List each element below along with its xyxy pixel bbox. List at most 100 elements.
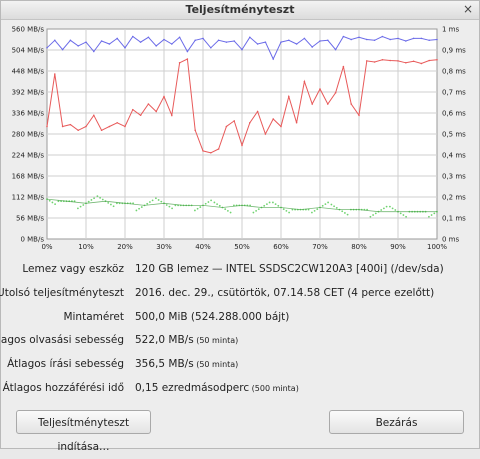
info-label: Utolsó teljesítményteszt — [0, 286, 124, 299]
access-time-point — [391, 207, 394, 210]
write-speed-point — [428, 59, 431, 62]
access-time-point — [266, 203, 268, 206]
write-speed-point — [319, 88, 321, 90]
access-time-point — [155, 197, 157, 200]
info-row: Átlagos hozzáférési idő 0,15 ezredmásodpe… — [1, 382, 479, 400]
y-right-tick-label: 0,9 ms — [442, 47, 466, 55]
write-speed-point — [61, 125, 64, 128]
access-time-point — [257, 208, 260, 211]
access-time-point — [216, 203, 219, 206]
access-time-point — [151, 199, 154, 202]
x-tick-label: 0% — [41, 243, 52, 251]
read-speed-point — [100, 40, 103, 42]
access-time-point — [333, 205, 335, 208]
write-speed-point — [295, 121, 298, 124]
y-right-tick-label: 0 ms — [442, 236, 459, 244]
access-time-point — [272, 201, 274, 204]
read-speed-point — [397, 37, 399, 40]
info-value: 120 GB lemez — INTEL SSDSC2CW120A3 [400i… — [135, 263, 444, 275]
access-time-point — [96, 195, 99, 198]
write-speed-point — [366, 60, 368, 62]
read-speed-point — [327, 39, 329, 42]
x-tick-label: 60% — [273, 243, 289, 251]
write-speed-point — [389, 59, 392, 62]
access-time-point — [48, 199, 51, 202]
write-speed-point — [249, 121, 251, 124]
window-title: Teljesítményteszt — [185, 3, 295, 16]
access-time-point — [210, 199, 213, 202]
info-label: Átlagos hozzáférési idő — [2, 382, 124, 394]
write-speed-point — [225, 125, 228, 128]
read-speed-point — [334, 48, 337, 51]
y-left-tick-label: 448 MB/s — [12, 68, 45, 76]
access-time-point — [313, 209, 316, 212]
access-time-point — [341, 210, 344, 213]
start-benchmark-button[interactable]: Teljesítményteszt indítása… — [16, 410, 151, 453]
access-time-point — [330, 203, 333, 206]
access-time-point — [428, 215, 430, 218]
access-time-point — [51, 201, 54, 204]
read-speed-point — [147, 36, 150, 39]
write-speed-point — [397, 60, 399, 62]
write-speed-point — [342, 65, 345, 68]
info-sample-count: (50 minta) — [193, 336, 239, 346]
access-time-point — [229, 211, 232, 214]
write-speed-point — [171, 114, 173, 117]
x-tick-label: 90% — [390, 243, 406, 251]
write-speed-point — [147, 103, 150, 105]
access-time-point — [285, 209, 288, 212]
write-speed-point — [217, 148, 220, 150]
read-speed-point — [311, 46, 314, 48]
info-value-text: 500,0 MiB (524.288.000 bájt) — [135, 310, 290, 323]
write-speed-point — [256, 110, 259, 113]
write-speed-point — [311, 103, 314, 105]
read-speed-point — [288, 39, 290, 42]
read-speed-point — [249, 36, 251, 39]
read-speed-point — [358, 36, 360, 39]
access-time-point — [138, 207, 141, 210]
info-value-text: 0,15 ezredmásodperc — [135, 382, 250, 394]
write-speed-point — [178, 61, 181, 64]
title-bar[interactable]: Teljesítményteszt × — [1, 1, 479, 20]
y-left-tick-label: 504 MB/s — [12, 47, 45, 55]
read-speed-point — [163, 38, 165, 41]
info-row: Lemez vagy eszköz 120 GB lemez — INTEL SS… — [1, 263, 479, 281]
write-speed-point — [100, 129, 103, 132]
read-speed-point — [132, 35, 134, 38]
write-speed-point — [350, 103, 353, 105]
access-time-point — [316, 208, 319, 211]
write-speed-point — [210, 151, 212, 154]
access-time-point — [213, 201, 216, 204]
access-time-point — [54, 203, 56, 206]
info-sample-count: (500 minta) — [249, 384, 299, 393]
x-tick-label: 100% — [427, 243, 447, 251]
read-speed-point — [186, 50, 189, 53]
access-time-point — [101, 198, 104, 201]
info-value: 2016. dec. 29., csütörtök, 07.14.58 CET … — [135, 287, 434, 299]
access-time-point — [433, 212, 436, 215]
write-speed-point — [139, 114, 142, 117]
access-time-point — [277, 204, 280, 207]
y-left-tick-label: 56 MB/s — [16, 215, 44, 223]
access-time-point — [344, 212, 346, 214]
access-time-point — [168, 205, 171, 208]
access-time-point — [79, 205, 82, 208]
read-speed-point — [210, 46, 212, 49]
info-label: Lemez vagy eszköz — [22, 263, 124, 275]
close-icon[interactable]: × — [462, 2, 473, 16]
access-time-point — [107, 201, 110, 204]
access-time-point — [282, 208, 285, 211]
read-speed-point — [194, 39, 196, 42]
y-left-tick-label: 168 MB/s — [12, 173, 45, 181]
access-time-point — [82, 204, 85, 206]
info-value: 356,5 MB/s (50 minta) — [135, 358, 238, 370]
write-speed-point — [233, 120, 235, 122]
read-speed-point — [295, 43, 298, 45]
close-button[interactable]: Bezárás — [329, 410, 464, 434]
read-speed-point — [420, 37, 423, 40]
y-right-tick-label: 0,7 ms — [442, 89, 466, 97]
access-time-point — [385, 205, 388, 208]
access-time-point — [99, 196, 101, 199]
write-speed-point — [381, 58, 384, 61]
y-left-tick-label: 560 MB/s — [12, 26, 45, 34]
